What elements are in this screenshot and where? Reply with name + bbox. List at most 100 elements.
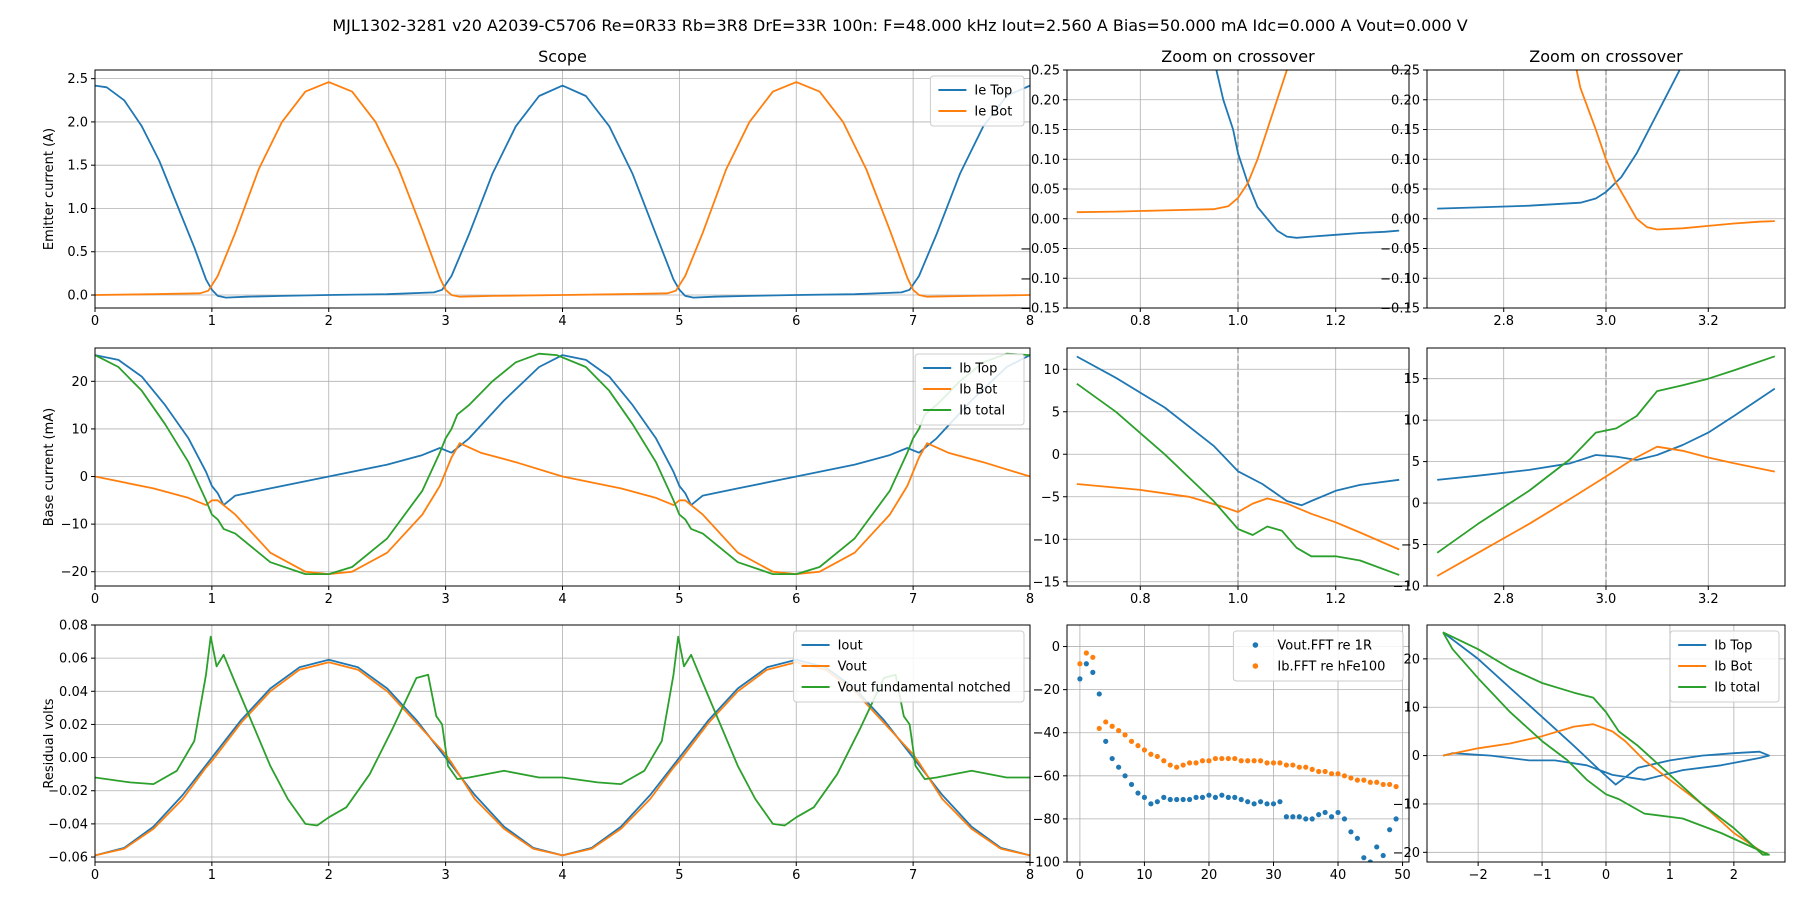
y-tick-label: 20 (71, 375, 88, 390)
point-vout-fft-re-1r (1322, 809, 1328, 816)
point-vout-fft-re-1r (1206, 792, 1212, 798)
point-vout-fft-re-1r (1361, 855, 1367, 861)
chart-title: Zoom on crossover (1161, 47, 1315, 66)
x-tick-label: 10 (1136, 868, 1153, 883)
point-vout-fft-re-1r (1232, 794, 1238, 800)
x-tick-label: 7 (909, 592, 917, 607)
y-tick-label: −0.10 (1380, 272, 1420, 287)
x-tick-label: 5 (675, 314, 683, 329)
y-tick-label: −20 (61, 565, 88, 580)
y-tick-label: 0 (1412, 749, 1420, 764)
chart-zoom1-ie: 0.8 1.0 1.2 −0.15 −0.10 −0.05 0.00 0.05 0.10 0.15… (1020, 47, 1410, 329)
y-tick-label: −10 (1393, 580, 1420, 595)
chart-base: 0 1 2 3 4 5 6 7 8 −20 −10 0 10 20 Base current (mA) Ib … (42, 347, 1034, 607)
series-layer (1436, 355, 1776, 577)
point-ib-fft-re-hfe100 (1174, 764, 1180, 770)
point-vout-fft-re-1r (1380, 852, 1386, 859)
point-vout-fft-re-1r (1335, 809, 1341, 816)
point-ib-fft-re-hfe100 (1193, 760, 1199, 766)
x-tick-label: 50 (1394, 868, 1411, 883)
x-tick-label: 1 (208, 314, 216, 329)
legend-label-ib-bot: Ib Bot (1714, 660, 1752, 675)
series-line-ib-top (1076, 355, 1400, 507)
y-tick-label: −20 (1033, 683, 1060, 698)
series-layer (1077, 650, 1399, 862)
y-tick-label: −20 (1393, 846, 1420, 861)
series-line-ib-total (1076, 382, 1400, 576)
x-tick-label: 4 (558, 592, 566, 607)
point-vout-fft-re-1r (1212, 794, 1219, 800)
x-tick-label: 8 (1026, 592, 1034, 607)
legend-marker-vout-fft-re-1r (1252, 642, 1259, 648)
x-tick-label: 1.2 (1325, 592, 1346, 607)
point-ib-fft-re-hfe100 (1212, 755, 1219, 762)
y-tick-label: 0.08 (59, 619, 88, 634)
y-tick-label: 1.5 (67, 159, 88, 174)
x-tick-label: 7 (909, 868, 917, 883)
x-tick-label: 3 (441, 868, 449, 883)
legend-box (1232, 630, 1404, 682)
point-vout-fft-re-1r (1283, 814, 1289, 820)
y-tick-label: 0.20 (1391, 93, 1420, 108)
y-tick-label: 0.05 (1031, 183, 1060, 198)
x-tick-label: 1.2 (1325, 314, 1346, 329)
point-ib-fft-re-hfe100 (1328, 771, 1335, 777)
point-ib-fft-re-hfe100 (1393, 783, 1399, 790)
series-line-ie-top (1437, 70, 1681, 210)
legend-label-ib-bot: Ib Bot (959, 383, 997, 398)
y-tick-label: −10 (61, 518, 88, 533)
y-tick-label: −40 (1033, 726, 1060, 741)
series-line-ib-total (1442, 631, 1770, 856)
x-tick-label: 2 (325, 314, 333, 329)
x-tick-label: 3.0 (1596, 592, 1617, 607)
point-vout-fft-re-1r (1128, 781, 1135, 788)
x-tick-label: 1.0 (1228, 592, 1249, 607)
legend: Iout Vout Vout fundamental notched (793, 630, 1025, 703)
point-ib-fft-re-hfe100 (1341, 773, 1348, 779)
x-tick-label: 0 (1602, 868, 1610, 883)
x-tick-label: 2 (325, 868, 333, 883)
y-tick-label: −10 (1033, 533, 1060, 548)
legend: Ie Top Ie Bot (929, 75, 1025, 127)
point-ib-fft-re-hfe100 (1277, 760, 1283, 766)
legend-label-ib-top: Ib Top (959, 362, 997, 377)
series-layer (1437, 70, 1775, 231)
point-vout-fft-re-1r (1096, 691, 1102, 697)
point-ib-fft-re-hfe100 (1167, 762, 1173, 768)
y-tick-label: −0.15 (1020, 302, 1060, 317)
y-tick-label: 0.0 (67, 289, 88, 304)
y-tick-label: 0.5 (67, 245, 88, 260)
point-vout-fft-re-1r (1161, 794, 1167, 800)
point-vout-fft-re-1r (1341, 816, 1348, 822)
y-tick-label: 0.25 (1391, 64, 1420, 79)
x-tick-label: 0 (91, 314, 99, 329)
y-tick-label: 0.15 (1391, 123, 1420, 138)
y-tick-label: 1.0 (67, 202, 88, 217)
x-tick-label: 6 (792, 592, 800, 607)
y-tick-label: 15 (1403, 372, 1420, 387)
x-tick-label: 5 (675, 592, 683, 607)
y-tick-label: −5 (1041, 490, 1060, 505)
point-vout-fft-re-1r (1148, 801, 1154, 807)
y-tick-label: 5 (1412, 455, 1420, 470)
point-vout-fft-re-1r (1225, 794, 1231, 800)
point-ib-fft-re-hfe100 (1251, 758, 1257, 764)
y-axis-label: Residual volts (42, 698, 57, 788)
point-vout-fft-re-1r (1393, 816, 1399, 822)
point-vout-fft-re-1r (1251, 801, 1257, 807)
series-layer (95, 81, 1030, 299)
point-vout-fft-re-1r (1109, 755, 1115, 762)
point-ib-fft-re-hfe100 (1077, 661, 1083, 667)
x-tick-label: 3.2 (1698, 592, 1719, 607)
series-layer (1076, 355, 1400, 576)
y-tick-label: 20 (1403, 652, 1420, 667)
point-vout-fft-re-1r (1270, 801, 1277, 807)
series-line-ib-bot (95, 442, 1030, 575)
y-tick-label: −10 (1393, 797, 1420, 812)
y-tick-label: 10 (1403, 414, 1420, 429)
y-tick-label: 0.00 (59, 751, 88, 766)
y-tick-label: 0.15 (1031, 123, 1060, 138)
y-tick-label: 10 (71, 422, 88, 437)
point-ib-fft-re-hfe100 (1122, 732, 1128, 738)
